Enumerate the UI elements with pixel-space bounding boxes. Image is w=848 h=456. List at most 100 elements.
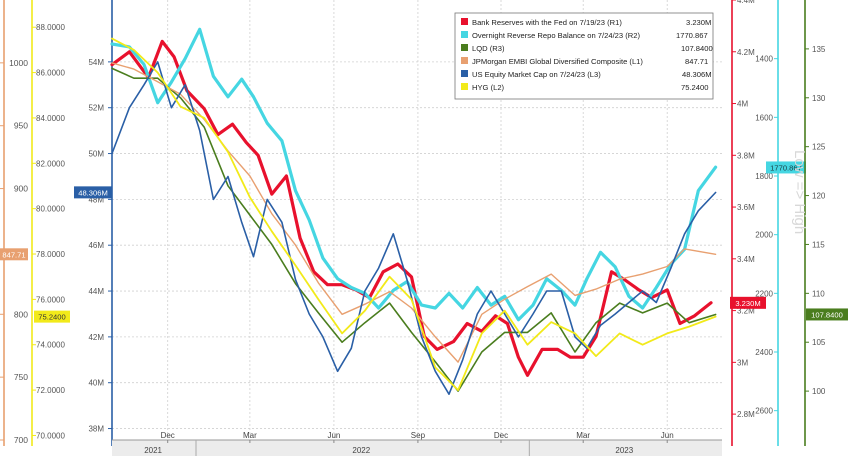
legend: Bank Reserves with the Fed on 7/19/23 (R… — [454, 12, 714, 100]
axis-tick-label: 3.8M — [737, 151, 755, 160]
axis-tick-label: 72.0000 — [36, 386, 65, 395]
legend-label: Bank Reserves with the Fed on 7/19/23 (R… — [472, 18, 622, 27]
axis-tick-label: 2000 — [755, 231, 773, 240]
axis-l2: 88.0000 86.0000 84.0000 82.0000 80.0000 78.00… — [31, 0, 70, 446]
legend-value: 3.230M — [686, 18, 711, 27]
axis-value-badge — [0, 248, 28, 261]
axis-tick-label: 110 — [812, 289, 825, 298]
axis-value-badge-label: 3.230M — [735, 299, 760, 308]
axis-r1: 4.4M 4.2M 4M 3.8M 3.6M 3.4M 3.2M 3M 2.8M 3.230M — [730, 0, 766, 446]
axis-tick-label: 2200 — [755, 289, 773, 298]
legend-entry: JPMorgan EMBI Global Diversified Composi… — [461, 57, 708, 66]
low-high-annotation: Low => High — [791, 150, 808, 234]
legend-value: 847.71 — [685, 57, 708, 66]
legend-value: 48.306M — [682, 70, 712, 79]
axis-tick-label: 86.0000 — [36, 69, 65, 78]
x-year-label: 2023 — [615, 446, 633, 455]
axis-tick-label: 120 — [812, 192, 826, 201]
axis-r2: 1400 1600 1800 2000 2200 2400 2600 1770.867 — [755, 0, 806, 446]
series-line — [110, 39, 713, 377]
axis-tick-label: 750 — [14, 372, 28, 382]
axis-tick-label: 82.0000 — [36, 159, 65, 168]
axis-tick-label: 2400 — [755, 348, 773, 357]
axis-tick-label: 42M — [88, 333, 104, 342]
axis-tick-label: 135 — [812, 45, 826, 54]
axis-value-badge — [34, 310, 70, 323]
axis-tick-label: 2.8M — [737, 410, 755, 419]
legend-value: 107.8400 — [681, 44, 713, 53]
x-axis: Dec Mar Jun Sep Dec Mar Jun 2021 2022 2023 — [112, 431, 722, 456]
axis-r3: 135 130 125 120 115 110 105 100 107.8400 — [804, 0, 848, 446]
x-tick-label: Dec — [161, 431, 175, 440]
axis-tick-label: 70.0000 — [36, 431, 65, 440]
right-panel-background — [722, 0, 848, 456]
axis-tick-label: 2600 — [755, 407, 773, 416]
axis-l3: 54M 52M 50M 48M 46M 44M 42M 40M 38M 48.306M — [74, 0, 113, 446]
axis-tick-label: 78.0000 — [36, 250, 65, 259]
x-tick-label: Mar — [576, 431, 590, 440]
axis-tick-label: 3.4M — [737, 255, 755, 264]
axis-tick-label: 125 — [812, 143, 826, 152]
axis-value-badge — [74, 186, 112, 199]
axis-tick-label: 54M — [88, 58, 104, 67]
axis-tick-label: 48M — [88, 195, 104, 204]
axis-tick-label: 3.2M — [737, 307, 755, 316]
axis-tick-label: 80.0000 — [36, 205, 65, 214]
x-axis-band — [112, 440, 722, 456]
axis-tick-label: 1600 — [755, 113, 773, 122]
axis-tick-label: 1000 — [9, 58, 28, 68]
legend-entry: HYG (L2) 75.2400 — [461, 83, 708, 92]
axis-tick-label: 130 — [812, 94, 826, 103]
axis-tick-label: 3M — [737, 358, 748, 367]
axis-tick-label: 76.0000 — [36, 295, 65, 304]
legend-swatch-equity-cap — [461, 70, 468, 77]
series-lines — [110, 27, 718, 396]
axis-tick-label: 50M — [88, 150, 104, 159]
x-tick-label: Sep — [411, 431, 426, 440]
axis-tick-label: 1400 — [755, 55, 773, 64]
axis-tick-label: 84.0000 — [36, 114, 65, 123]
axis-tick-label: 4.2M — [737, 48, 755, 57]
axis-tick-label: 105 — [812, 338, 826, 347]
axis-tick-label: 88.0000 — [36, 23, 65, 32]
axis-value-badge-label: 1770.867 — [770, 163, 802, 172]
axis-tick-label: 40M — [88, 379, 104, 388]
axis-value-badge-label: 107.8400 — [811, 310, 843, 319]
axis-tick-label: 800 — [14, 309, 28, 319]
legend-value: 1770.867 — [676, 31, 708, 40]
axis-tick-label: 1800 — [755, 172, 773, 181]
axis-tick-label: 100 — [812, 387, 826, 396]
legend-swatch-hyg — [461, 83, 468, 90]
legend-swatch-embi — [461, 57, 468, 64]
axis-tick-label: 115 — [812, 240, 825, 249]
axis-tick-label: 46M — [88, 241, 104, 250]
legend-swatch-lqd — [461, 44, 468, 51]
axis-tick-label: 38M — [88, 425, 104, 434]
legend-swatch-reverse-repo — [461, 31, 468, 38]
axis-value-badge — [766, 161, 806, 174]
axes: 1000950900850800750700847.7188.000086.00… — [0, 0, 848, 446]
legend-label: US Equity Market Cap on 7/24/23 (L3) — [472, 70, 601, 79]
x-year-label: 2021 — [144, 446, 162, 455]
legend-entry: Overnight Reverse Repo Balance on 7/24/2… — [461, 31, 708, 40]
x-tick-label: Dec — [494, 431, 508, 440]
gridlines — [112, 0, 722, 440]
x-tick-label: Mar — [243, 431, 257, 440]
legend-label: LQD (R3) — [472, 44, 505, 53]
series-line — [111, 67, 717, 392]
axis-tick-label: 4.4M — [737, 0, 755, 5]
x-year-label: 2022 — [352, 446, 370, 455]
legend-label: Overnight Reverse Repo Balance on 7/24/2… — [472, 31, 640, 40]
axis-l1: 1000950900850800750700847.71 — [0, 0, 28, 446]
axis-value-badge-label: 48.306M — [78, 188, 108, 197]
series-line — [111, 37, 717, 392]
legend-label: HYG (L2) — [472, 83, 505, 92]
axis-tick-label: 700 — [14, 435, 28, 445]
axis-value-badge — [730, 296, 766, 309]
axis-tick-label: 900 — [14, 184, 28, 194]
axis-tick-label: 44M — [88, 287, 104, 296]
legend-label: JPMorgan EMBI Global Diversified Composi… — [472, 57, 643, 66]
axis-value-badge-label: 75.2400 — [38, 313, 65, 322]
